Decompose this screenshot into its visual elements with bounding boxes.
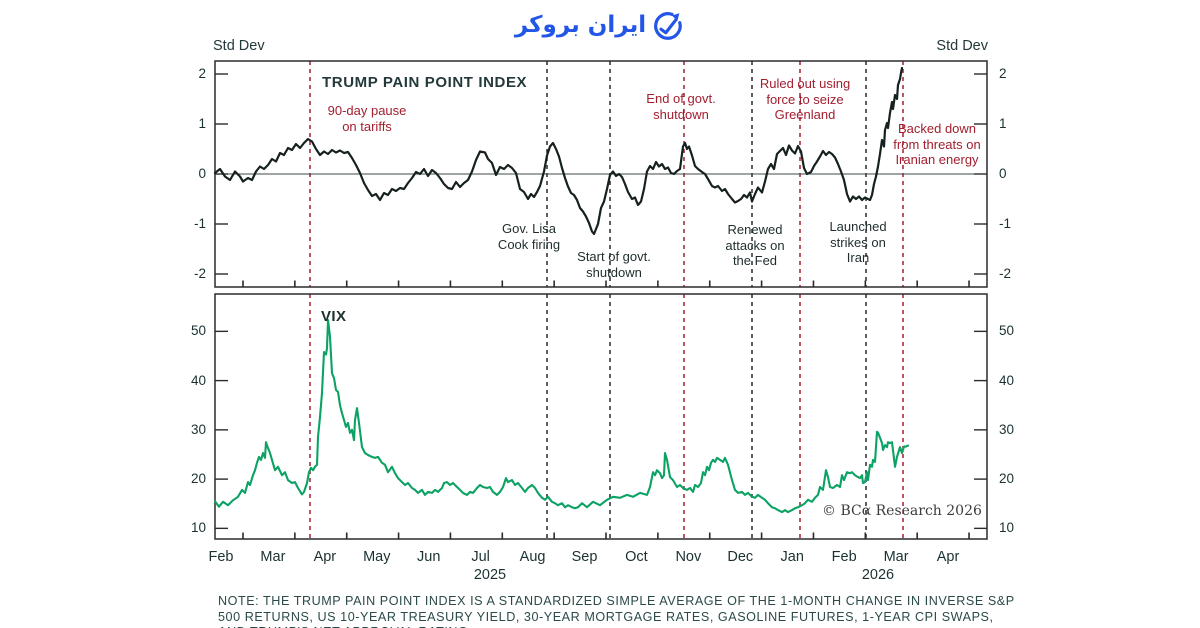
month-label: Jun <box>417 549 441 565</box>
month-label: Feb <box>831 549 857 565</box>
y-tick-label: -1 <box>999 216 1012 231</box>
month-label: Apr <box>313 549 337 565</box>
y-tick-label: 50 <box>190 323 206 339</box>
footnote-line: 500 RETURNS, US 10-YEAR TREASURY YIELD, … <box>218 609 994 624</box>
month-label: Mar <box>883 549 909 565</box>
y-tick-label: 10 <box>190 520 206 536</box>
y-tick-label: -1 <box>193 216 206 231</box>
series-pain_index <box>213 66 904 236</box>
month-label: Apr <box>936 549 960 565</box>
y-tick-label: -2 <box>193 266 206 281</box>
footnote: NOTE: THE TRUMP PAIN POINT INDEX IS A ST… <box>218 594 1018 628</box>
month-label: Jan <box>780 549 804 565</box>
annotation-fed-attacks: Renewed attacks on the Fed <box>725 222 785 268</box>
month-label: Nov <box>675 549 702 565</box>
annotation-iran-energy: Backed down from threats on Iranian energy <box>893 121 981 167</box>
month-label: Aug <box>519 549 546 565</box>
y-tick-label: 30 <box>190 421 206 437</box>
footnote-line: AND TRUMP'S NET APPROVAL RATING <box>218 625 1018 628</box>
vix-series-label: VIX <box>321 308 347 325</box>
y-tick-label: 0 <box>999 166 1007 181</box>
footnote-line: NOTE: THE TRUMP PAIN POINT INDEX IS A ST… <box>218 594 1015 608</box>
month-label: Dec <box>727 549 754 565</box>
y-axis-title-left: Std Dev <box>213 38 265 54</box>
y-tick-label: 10 <box>999 520 1015 536</box>
y-tick-label: 1 <box>198 116 206 131</box>
month-label: Feb <box>208 549 234 565</box>
y-tick-label: 2 <box>999 66 1007 81</box>
chart-title: TRUMP PAIN POINT INDEX <box>322 74 528 91</box>
annotation-iran-strikes: Launched strikes on Iran <box>829 219 887 265</box>
series-vix <box>213 318 910 514</box>
annotation-cook-firing: Gov. Lisa Cook firing <box>497 221 561 252</box>
month-label: Jul <box>471 549 490 565</box>
y-tick-label: -2 <box>999 266 1012 281</box>
year-label: 2026 <box>861 567 895 583</box>
y-tick-label: 0 <box>198 166 206 181</box>
y-tick-label: 20 <box>999 471 1015 487</box>
brand-logo-text: ایران بروکر <box>514 12 647 38</box>
month-label: Oct <box>625 549 648 565</box>
trend-circle-icon <box>654 12 683 40</box>
month-label: May <box>363 549 391 565</box>
y-tick-label: 1 <box>999 116 1007 131</box>
year-label: 2025 <box>473 567 507 583</box>
month-label: Mar <box>260 549 286 565</box>
y-tick-label: 30 <box>999 421 1015 437</box>
y-tick-label: 2 <box>198 66 206 81</box>
annotation-greenland: Ruled out using force to seize Greenland <box>759 76 851 122</box>
copyright: © BCα Research 2026 <box>822 503 982 519</box>
y-tick-label: 50 <box>999 323 1015 339</box>
brand-logo: ایران بروکر <box>515 7 685 43</box>
y-tick-label: 40 <box>999 372 1015 388</box>
month-label: Sep <box>571 549 598 565</box>
annotation-shutdown-start: Start of govt. shutdown <box>577 249 651 280</box>
annotation-shutdown-end: End of govt. shutdown <box>646 91 716 122</box>
y-tick-label: 40 <box>190 372 206 388</box>
annotation-tariff-pause: 90-day pause on tariffs <box>327 103 407 134</box>
y-tick-label: 20 <box>190 471 206 487</box>
y-axis-title-right: Std Dev <box>936 38 988 54</box>
